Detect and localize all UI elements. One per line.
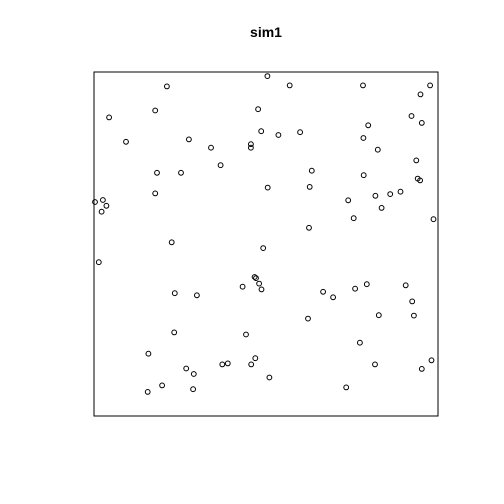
data-point-73 [418,366,425,372]
data-point-11 [418,120,425,126]
data-point-14 [275,132,282,138]
data-point-63 [375,312,382,319]
data-point-4 [360,82,366,89]
data-point-64 [305,315,311,322]
data-point-59 [363,281,370,288]
data-point-40 [378,205,385,211]
data-point-52 [239,283,246,290]
data-point-71 [224,360,231,367]
data-point-44 [306,224,312,231]
data-point-2 [264,73,271,79]
data-point-55 [194,292,200,299]
data-point-8 [152,107,159,114]
data-point-22 [374,146,381,153]
data-point-74 [428,357,435,364]
data-point-25 [154,169,160,176]
data-point-69 [252,355,259,362]
data-point-78 [266,374,273,381]
data-point-1 [164,83,170,90]
data-point-42 [372,192,379,199]
data-point-18 [123,138,129,145]
data-point-79 [159,382,166,389]
data-point-54 [171,290,178,297]
data-point-81 [190,386,197,393]
data-point-77 [190,371,197,377]
data-point-39 [387,191,394,198]
data-point-9 [255,106,262,113]
data-point-38 [345,197,352,204]
data-point-45 [430,216,437,223]
data-point-23 [217,162,224,169]
data-point-68 [145,350,152,357]
data-point-72 [219,361,226,368]
data-point-19 [248,141,254,148]
data-point-7 [106,114,112,121]
chart-title: sim1 [250,24,282,40]
data-point-80 [144,389,151,395]
data-point-43 [350,215,357,222]
data-point-27 [360,172,367,179]
data-point-16 [360,135,367,141]
data-point-62 [411,312,417,319]
data-point-65 [171,329,178,336]
data-point-47 [260,245,267,252]
data-point-31 [264,184,271,191]
data-point-60 [402,282,409,289]
data-point-13 [258,128,265,135]
data-point-41 [397,188,404,195]
data-point-57 [330,294,337,301]
data-point-17 [186,136,192,143]
plot-frame [93,71,439,417]
data-point-75 [372,361,378,368]
data-point-10 [408,113,415,119]
data-point-82 [343,384,350,391]
data-point-66 [243,331,249,338]
data-point-37 [98,208,105,215]
data-point-56 [320,288,327,295]
data-point-3 [286,82,293,89]
data-point-35 [100,197,106,203]
data-point-51 [256,280,263,287]
data-point-5 [427,82,434,89]
data-point-49 [251,274,258,280]
data-point-58 [352,285,359,292]
data-point-36 [103,202,110,209]
data-point-53 [258,286,265,293]
data-point-32 [306,184,313,190]
data-point-26 [178,169,184,176]
data-point-50 [253,275,259,282]
data-point-28 [413,157,420,164]
data-point-34 [92,199,98,205]
data-point-24 [308,167,315,174]
data-point-61 [409,298,416,305]
data-point-70 [248,361,255,368]
data-point-48 [95,259,102,266]
data-point-30 [417,177,424,184]
data-point-33 [152,190,159,197]
points-layer [92,73,437,395]
data-point-12 [365,122,372,129]
data-point-21 [208,144,214,151]
data-point-76 [183,365,190,372]
data-point-6 [417,91,424,98]
data-point-20 [248,144,254,151]
data-point-67 [357,339,363,346]
data-point-46 [168,239,175,246]
data-point-15 [297,129,304,136]
